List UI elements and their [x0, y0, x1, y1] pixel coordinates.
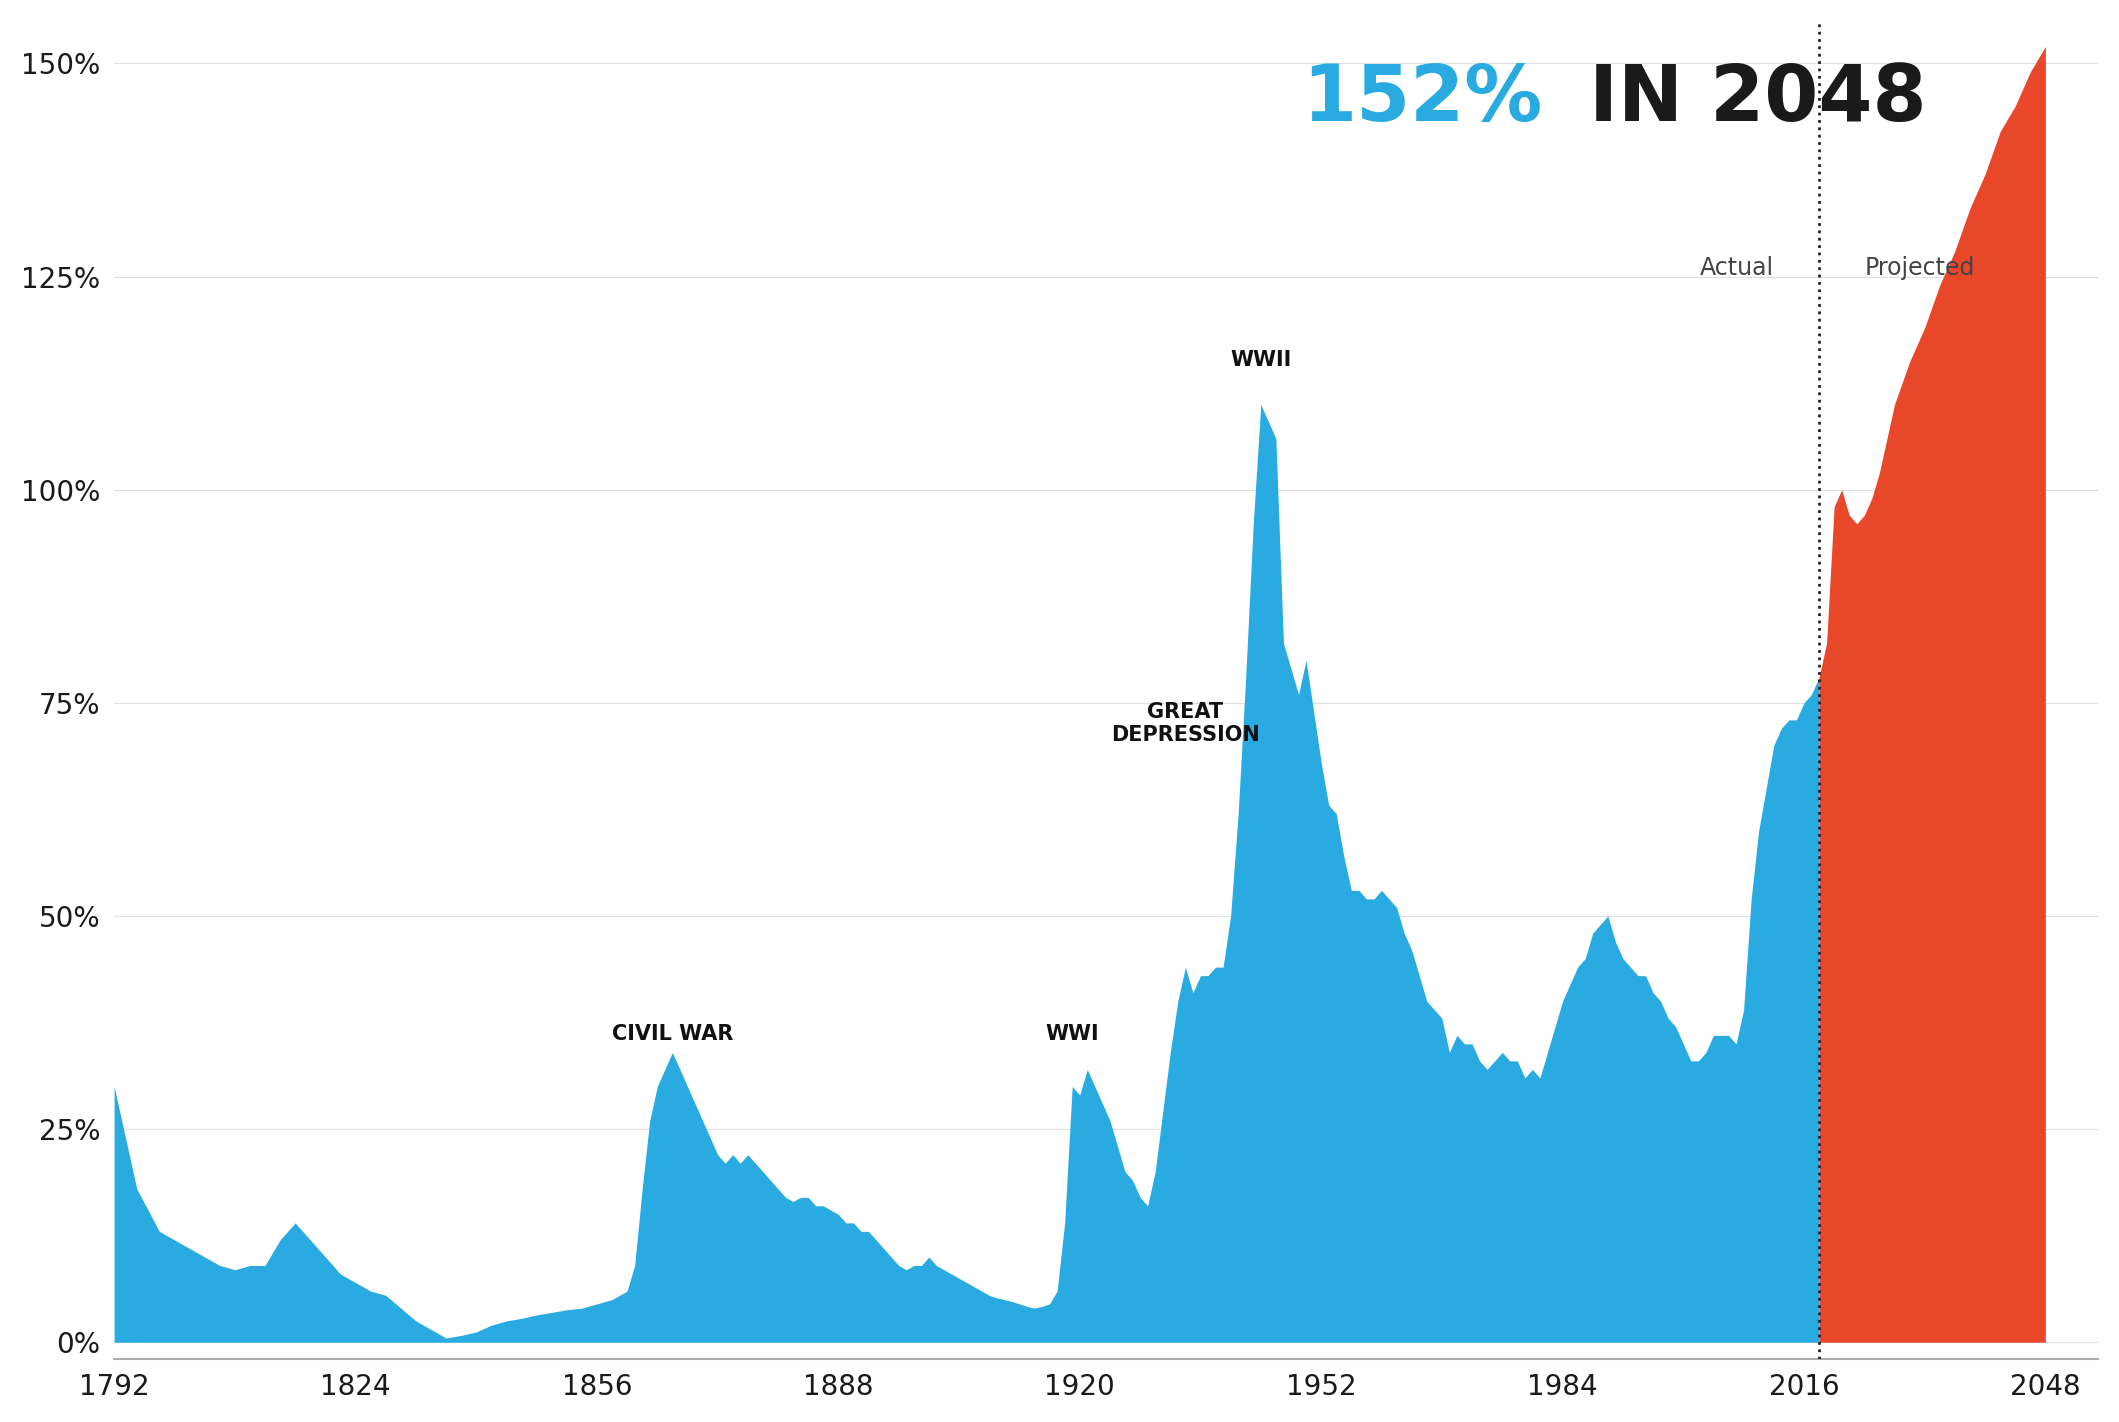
Text: 152%: 152%	[1303, 61, 1543, 137]
Text: IN 2048: IN 2048	[1562, 61, 1926, 137]
Text: WWI: WWI	[1045, 1024, 1100, 1044]
Text: WWII: WWII	[1231, 350, 1290, 370]
Text: Actual: Actual	[1699, 256, 1774, 280]
Text: Projected: Projected	[1865, 256, 1975, 280]
Text: GREAT
DEPRESSION: GREAT DEPRESSION	[1110, 702, 1259, 745]
Text: CIVIL WAR: CIVIL WAR	[612, 1024, 733, 1044]
